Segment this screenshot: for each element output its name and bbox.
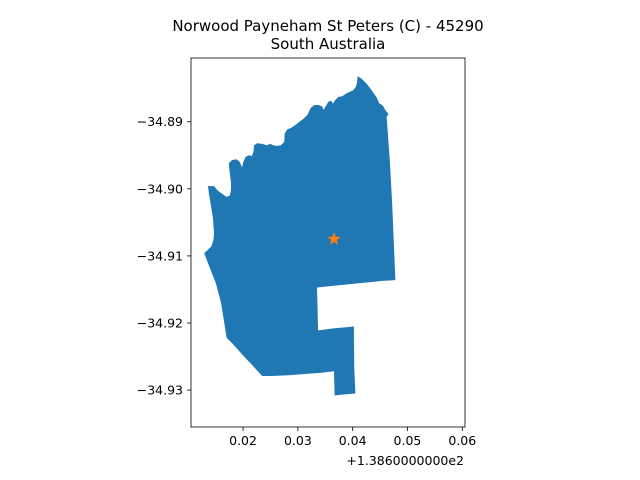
y-tick-label: −34.91 <box>137 248 183 263</box>
y-tick-label: −34.90 <box>137 181 183 196</box>
y-axis: −34.89 −34.90 −34.91 −34.92 −34.93 <box>137 114 191 398</box>
y-tick-label: −34.89 <box>137 114 183 129</box>
centroid-star-marker <box>327 232 341 245</box>
lga-region-polygon <box>204 76 396 396</box>
x-tick-label: 0.06 <box>448 433 476 448</box>
y-tick-label: −34.93 <box>137 383 183 398</box>
x-axis: 0.02 0.03 0.04 0.05 0.06 <box>229 427 476 448</box>
map-title-line2: South Australia <box>271 35 386 53</box>
axes-frame <box>190 57 466 428</box>
x-tick-label: 0.03 <box>284 433 312 448</box>
x-tick-label: 0.05 <box>394 433 422 448</box>
map-plot-area <box>190 57 466 428</box>
y-tick-label: −34.92 <box>137 316 183 331</box>
map-title-line1: Norwood Payneham St Peters (C) - 45290 <box>172 17 483 35</box>
x-offset-label: +1.3860000000e2 <box>346 453 464 468</box>
x-tick-label: 0.04 <box>339 433 367 448</box>
x-tick-label: 0.02 <box>229 433 257 448</box>
